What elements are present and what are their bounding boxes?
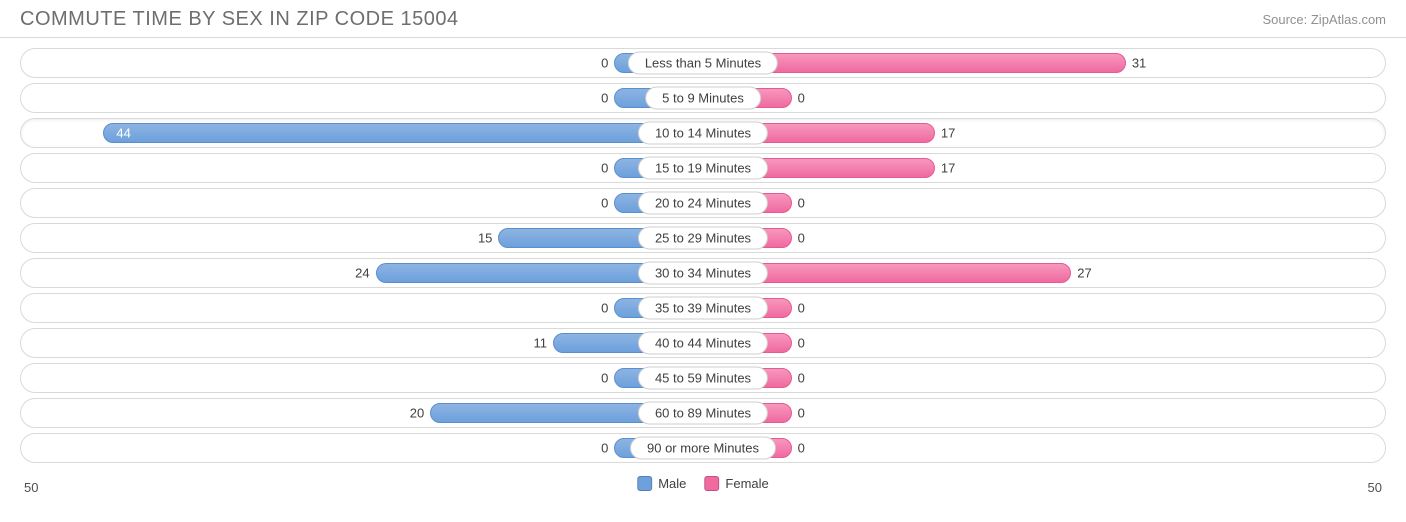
male-bar [103,123,703,143]
table-row: 0 17 15 to 19 Minutes [20,153,1386,183]
male-value: 0 [601,371,608,386]
chart-title: COMMUTE TIME BY SEX IN ZIP CODE 15004 [20,8,459,31]
table-row: 15 0 25 to 29 Minutes [20,223,1386,253]
female-half: 0 [703,399,1385,427]
male-value: 44 [116,126,130,141]
male-half: 0 [21,49,703,77]
legend-item-female: Female [704,476,768,491]
female-half: 0 [703,434,1385,462]
table-row: 0 0 45 to 59 Minutes [20,363,1386,393]
table-row: 0 0 90 or more Minutes [20,433,1386,463]
female-half: 31 [703,49,1385,77]
male-half: 0 [21,189,703,217]
female-value: 0 [798,371,805,386]
chart-plot-area: 0 31 Less than 5 Minutes 0 0 5 to 9 Minutes 44… [0,38,1406,472]
male-half: 0 [21,84,703,112]
female-value: 0 [798,336,805,351]
table-row: 0 0 35 to 39 Minutes [20,293,1386,323]
chart-header: COMMUTE TIME BY SEX IN ZIP CODE 15004 So… [0,0,1406,38]
male-half: 0 [21,434,703,462]
category-label: 20 to 24 Minutes [638,192,768,215]
male-value: 24 [355,266,369,281]
table-row: 0 31 Less than 5 Minutes [20,48,1386,78]
female-value: 0 [798,91,805,106]
female-value: 17 [941,161,955,176]
male-value: 11 [533,336,547,351]
female-half: 0 [703,189,1385,217]
axis-max-left: 50 [24,480,38,495]
female-value: 0 [798,231,805,246]
table-row: 0 0 20 to 24 Minutes [20,188,1386,218]
male-half: 0 [21,154,703,182]
female-value: 0 [798,301,805,316]
category-label: 60 to 89 Minutes [638,402,768,425]
swatch-female-icon [704,476,719,491]
female-half: 0 [703,364,1385,392]
table-row: 11 0 40 to 44 Minutes [20,328,1386,358]
female-half: 0 [703,329,1385,357]
female-value: 27 [1077,266,1091,281]
male-value: 0 [601,301,608,316]
category-label: 90 or more Minutes [630,437,776,460]
female-half: 0 [703,294,1385,322]
category-label: 5 to 9 Minutes [645,87,761,110]
category-label: 45 to 59 Minutes [638,367,768,390]
male-half: 11 [21,329,703,357]
table-row: 24 27 30 to 34 Minutes [20,258,1386,288]
legend: Male Female [637,476,769,491]
male-half: 0 [21,294,703,322]
male-value: 0 [601,91,608,106]
legend-item-male: Male [637,476,686,491]
male-half: 24 [21,259,703,287]
female-value: 31 [1132,56,1146,71]
chart-footer: 50 Male Female 50 [0,472,1406,502]
female-value: 0 [798,196,805,211]
category-label: 15 to 19 Minutes [638,157,768,180]
male-value: 20 [410,406,424,421]
male-half: 44 [21,119,703,147]
axis-max-right: 50 [1368,480,1382,495]
female-half: 17 [703,154,1385,182]
female-half: 17 [703,119,1385,147]
male-half: 0 [21,364,703,392]
table-row: 20 0 60 to 89 Minutes [20,398,1386,428]
female-value: 0 [798,441,805,456]
swatch-male-icon [637,476,652,491]
category-label: 10 to 14 Minutes [638,122,768,145]
category-label: 30 to 34 Minutes [638,262,768,285]
female-half: 0 [703,84,1385,112]
male-half: 20 [21,399,703,427]
category-label: 40 to 44 Minutes [638,332,768,355]
male-value: 0 [601,196,608,211]
female-value: 17 [941,126,955,141]
male-half: 15 [21,224,703,252]
chart-source: Source: ZipAtlas.com [1262,12,1386,27]
category-label: Less than 5 Minutes [628,52,778,75]
male-value: 15 [478,231,492,246]
category-label: 25 to 29 Minutes [638,227,768,250]
legend-label-male: Male [658,476,686,491]
female-half: 27 [703,259,1385,287]
male-value: 0 [601,441,608,456]
table-row: 0 0 5 to 9 Minutes [20,83,1386,113]
female-half: 0 [703,224,1385,252]
male-value: 0 [601,161,608,176]
legend-label-female: Female [725,476,768,491]
male-value: 0 [601,56,608,71]
table-row: 44 17 10 to 14 Minutes [20,118,1386,148]
female-value: 0 [798,406,805,421]
category-label: 35 to 39 Minutes [638,297,768,320]
